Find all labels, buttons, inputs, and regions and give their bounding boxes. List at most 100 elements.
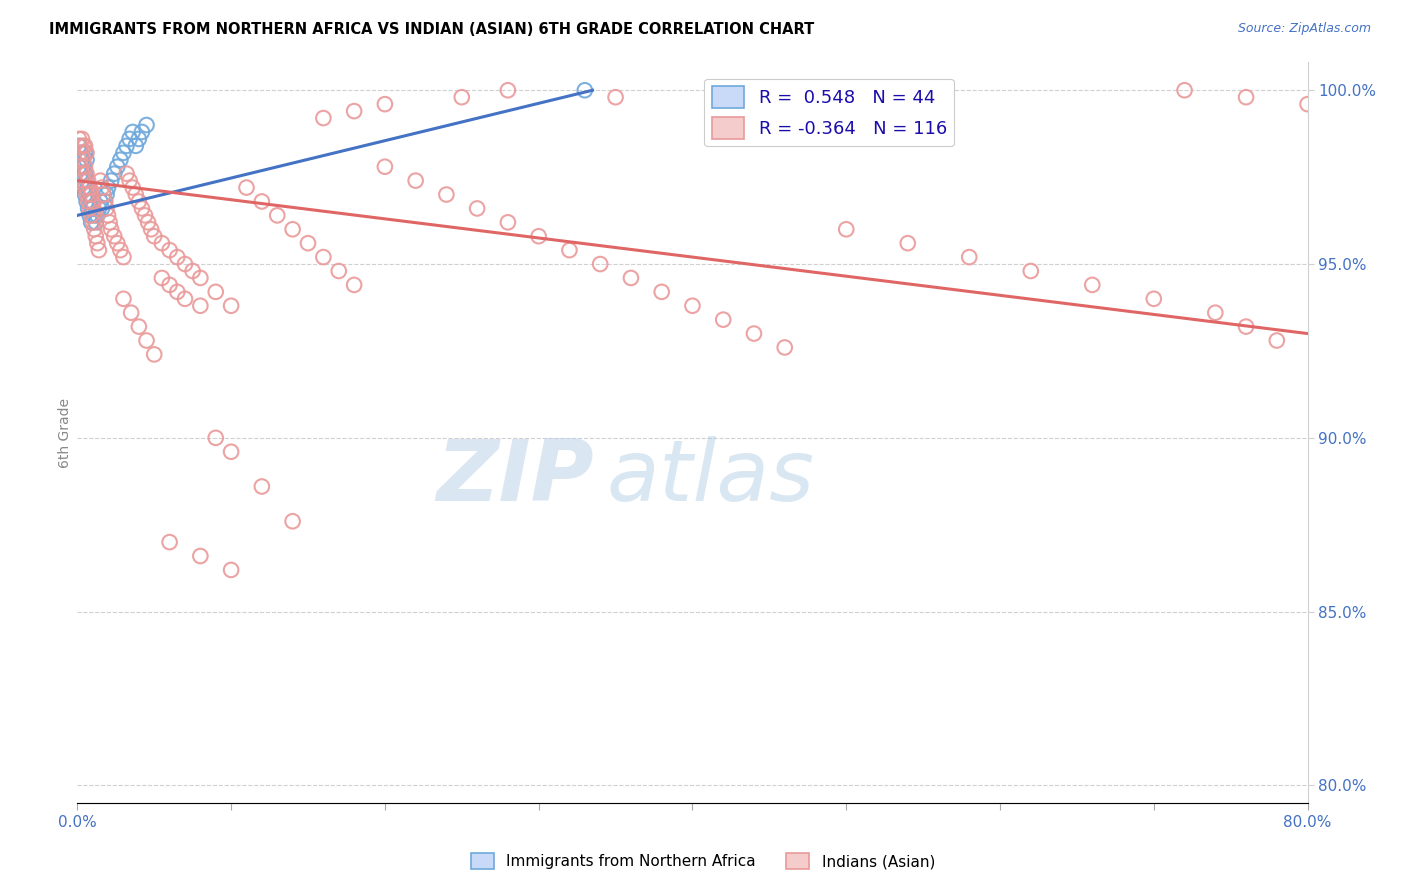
Point [527,229,550,244]
Point [281,222,304,236]
Point [86,208,108,222]
Point [150,236,173,251]
Point [103,229,125,244]
Point [73,180,96,194]
Point [1174,83,1197,97]
Text: IMMIGRANTS FROM NORTHERN AFRICA VS INDIAN (ASIAN) 6TH GRADE CORRELATION CHART: IMMIGRANTS FROM NORTHERN AFRICA VS INDIA… [49,22,814,37]
Point [134,208,156,222]
Point [76,145,98,160]
Point [135,118,157,132]
Point [96,202,118,216]
Point [159,277,181,292]
Point [82,194,104,209]
Point [72,153,94,167]
Point [159,535,181,549]
Point [1019,264,1042,278]
Point [141,222,163,236]
Point [574,83,596,97]
Point [76,194,98,209]
Point [866,90,889,104]
Point [69,167,91,181]
Point [67,132,90,146]
Point [77,180,100,194]
Point [125,139,148,153]
Point [87,243,110,257]
Point [70,153,93,167]
Point [80,194,103,209]
Point [79,208,101,222]
Point [405,173,427,187]
Point [76,187,98,202]
Point [620,271,643,285]
Point [76,153,98,167]
Point [374,160,396,174]
Point [312,250,335,264]
Point [67,153,90,167]
Point [465,202,488,216]
Point [235,180,257,194]
Point [181,264,204,278]
Point [84,229,107,244]
Point [80,215,103,229]
Y-axis label: 6th Grade: 6th Grade [58,398,72,467]
Point [80,208,103,222]
Point [188,549,212,563]
Point [312,111,335,125]
Point [136,215,159,229]
Point [250,194,273,209]
Point [742,326,765,341]
Point [72,139,94,153]
Point [897,236,920,251]
Point [73,167,96,181]
Point [90,180,114,194]
Point [343,104,366,119]
Point [93,187,115,202]
Point [1143,292,1166,306]
Point [711,312,734,326]
Point [77,194,100,209]
Point [436,187,458,202]
Point [115,139,138,153]
Point [118,132,141,146]
Point [496,83,519,97]
Point [1204,306,1226,320]
Point [77,202,100,216]
Point [219,563,242,577]
Point [143,347,166,361]
Point [93,187,115,202]
Point [281,514,304,528]
Point [90,202,114,216]
Point [589,257,612,271]
Point [73,160,96,174]
Point [94,194,117,209]
Point [89,173,111,187]
Point [957,250,980,264]
Point [651,285,673,299]
Point [773,341,796,355]
Point [97,180,120,194]
Point [682,299,704,313]
Point [97,208,120,222]
Point [82,202,104,216]
Point [79,180,101,194]
Point [69,160,91,174]
Point [110,153,132,167]
Point [204,285,226,299]
Point [496,215,519,229]
Point [143,229,166,244]
Point [219,444,242,458]
Point [558,243,581,257]
Point [135,334,157,348]
Point [94,194,117,209]
Point [1265,334,1288,348]
Point [72,160,94,174]
Point [89,194,111,209]
Point [450,90,472,104]
Point [188,299,212,313]
Point [77,173,100,187]
Point [103,167,125,181]
Point [1234,90,1257,104]
Point [128,319,150,334]
Point [76,167,98,181]
Point [250,479,273,493]
